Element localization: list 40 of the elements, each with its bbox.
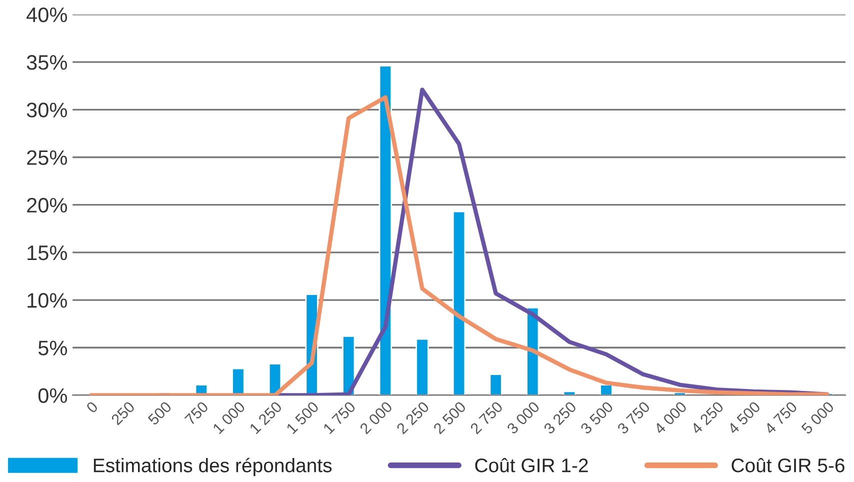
x-tick-label: 1 750: [322, 400, 356, 434]
x-tick-label: 2 750: [470, 400, 504, 435]
bar: [452, 210, 466, 396]
bar: [600, 384, 613, 396]
x-tick-label: 2 250: [396, 400, 430, 435]
x-tick-label: 5 000: [800, 400, 835, 435]
y-tick-label: 30%: [26, 102, 67, 118]
bar: [489, 374, 502, 396]
x-tick-label: 2 000: [359, 400, 393, 435]
y-tick-label: 25%: [27, 150, 67, 166]
x-tick-label: 250: [110, 400, 136, 426]
x-tick-label: 2 500: [432, 400, 467, 435]
y-tick-label: 15%: [28, 246, 67, 260]
legend-label: Coût GIR 5-6: [732, 458, 844, 472]
x-tick-label: 750: [184, 400, 209, 426]
x-tick-label: 4 000: [653, 400, 688, 435]
x-tick-label: 1 000: [212, 400, 246, 434]
y-tick-label: 40%: [26, 7, 67, 22]
x-tick-label: 500: [147, 400, 172, 426]
x-tick-label: 1 500: [286, 400, 320, 434]
legend-label: Coût GIR 1-2: [475, 458, 588, 472]
y-tick-label: 5%: [38, 340, 67, 356]
y-tick-label: 20%: [27, 198, 67, 213]
x-tick-label: 3 750: [616, 400, 651, 435]
line-series: [88, 95, 830, 396]
bar: [562, 390, 576, 396]
bar: [232, 368, 245, 396]
x-tick-label: 3 250: [543, 400, 577, 435]
bar: [416, 338, 429, 396]
x-tick-label: 3 500: [580, 400, 614, 435]
y-tick-label: 10%: [28, 293, 67, 308]
x-tick-label: 4 500: [726, 400, 761, 435]
x-tick-label: 3 000: [506, 400, 540, 435]
y-tick-label: 35%: [26, 55, 67, 70]
x-tick-label: 0: [86, 400, 99, 414]
legend-label: Estimations des répondants: [94, 458, 332, 476]
x-tick-label: 1 250: [249, 400, 283, 434]
x-tick-label: 4 250: [690, 400, 724, 435]
x-tick-label: 4 750: [764, 400, 798, 435]
y-tick-label: 0%: [38, 388, 67, 403]
